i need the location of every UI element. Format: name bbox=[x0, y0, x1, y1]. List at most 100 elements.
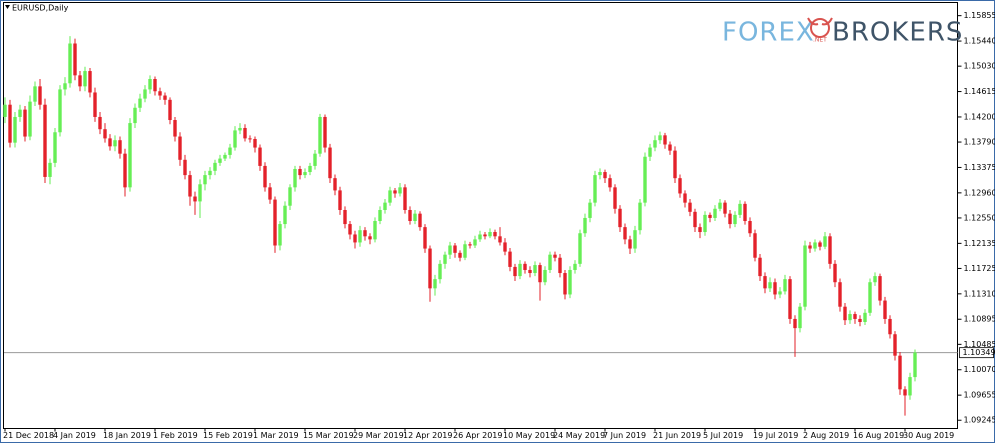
candle-body bbox=[3, 104, 7, 117]
candle-body bbox=[398, 187, 402, 194]
candle-body bbox=[98, 116, 102, 130]
candle-body bbox=[273, 199, 277, 246]
candle-body bbox=[283, 205, 287, 225]
x-tick-label: 24 May 2019 bbox=[553, 431, 605, 440]
logo-horns bbox=[807, 17, 833, 26]
candle-body bbox=[453, 245, 457, 253]
candle-body bbox=[368, 236, 372, 240]
candle-body bbox=[388, 190, 392, 203]
candle-body bbox=[138, 98, 142, 108]
candle-body bbox=[473, 239, 477, 246]
candle-body bbox=[888, 318, 892, 335]
candle-body bbox=[683, 193, 687, 203]
candle-body bbox=[43, 104, 47, 177]
candle-body bbox=[703, 214, 707, 233]
candle-body bbox=[178, 136, 182, 160]
candle-body bbox=[103, 129, 107, 139]
candle-body bbox=[448, 245, 452, 255]
candle-body bbox=[348, 224, 352, 235]
candle-body bbox=[873, 276, 877, 283]
candle-body bbox=[688, 202, 692, 212]
candle-body bbox=[68, 43, 72, 84]
candle-body bbox=[533, 265, 537, 274]
candle-body bbox=[843, 306, 847, 321]
candle-body bbox=[868, 282, 872, 313]
candle-body bbox=[753, 233, 757, 258]
y-tick-label: 1.09245 bbox=[964, 416, 995, 425]
y-tick-label: 1.11725 bbox=[964, 264, 995, 273]
y-tick-label: 1.15030 bbox=[964, 62, 995, 71]
candle-body bbox=[403, 187, 407, 210]
candle-body bbox=[493, 232, 497, 237]
candle-body bbox=[58, 89, 62, 133]
candle-body bbox=[698, 227, 702, 233]
candle-body bbox=[763, 276, 767, 289]
candle-body bbox=[78, 75, 82, 87]
candle-body bbox=[858, 318, 862, 322]
candle-body bbox=[883, 300, 887, 319]
x-tick-label: 5 Jul 2019 bbox=[703, 431, 743, 440]
candle-body bbox=[333, 178, 337, 191]
candle-body bbox=[223, 154, 227, 159]
candle-body bbox=[313, 153, 317, 166]
candle-body bbox=[163, 95, 167, 100]
candle-body bbox=[408, 209, 412, 222]
candle-body bbox=[903, 389, 907, 396]
candle-body bbox=[428, 248, 432, 289]
candle-body bbox=[718, 202, 722, 209]
candle-body bbox=[168, 99, 172, 121]
candle-body bbox=[63, 83, 67, 90]
x-tick-label: 16 Aug 2019 bbox=[853, 431, 904, 440]
candle-body bbox=[488, 232, 492, 237]
candle-body bbox=[588, 202, 592, 218]
candle-body bbox=[613, 187, 617, 209]
candle-body bbox=[623, 227, 627, 240]
candle-body bbox=[363, 230, 367, 237]
candle-body bbox=[863, 312, 867, 322]
candle-body bbox=[563, 273, 567, 295]
candle-body bbox=[658, 135, 662, 141]
candle-body bbox=[633, 230, 637, 249]
candle-body bbox=[8, 104, 12, 143]
candle-body bbox=[803, 245, 807, 307]
candle-body bbox=[608, 178, 612, 188]
candle-body bbox=[423, 227, 427, 249]
price-label: 1.10349 bbox=[963, 348, 995, 357]
x-tick-label: 15 Feb 2019 bbox=[203, 431, 253, 440]
candle-body bbox=[498, 236, 502, 243]
y-tick-label: 1.15855 bbox=[964, 11, 995, 20]
candle-body bbox=[33, 86, 37, 102]
candle-body bbox=[503, 242, 507, 252]
candle-body bbox=[568, 269, 572, 295]
candle-body bbox=[728, 213, 732, 225]
chart-title: EURUSD,Daily bbox=[12, 4, 69, 13]
candle-body bbox=[88, 71, 92, 93]
candle-body bbox=[323, 116, 327, 148]
candle-body bbox=[393, 190, 397, 194]
candle-body bbox=[818, 242, 822, 247]
candle-body bbox=[48, 162, 52, 177]
logo: FOREX BROKERS .NET bbox=[722, 17, 962, 48]
candle-body bbox=[813, 242, 817, 249]
candle-body bbox=[278, 224, 282, 246]
candle-body bbox=[463, 244, 467, 258]
candle-body bbox=[643, 156, 647, 203]
candle-body bbox=[228, 147, 232, 155]
candle-body bbox=[218, 158, 222, 163]
candle-body bbox=[573, 263, 577, 270]
candle-body bbox=[833, 263, 837, 283]
x-tick-label: 26 Apr 2019 bbox=[453, 431, 502, 440]
x-tick-label: 19 Jul 2019 bbox=[753, 431, 798, 440]
x-tick-label: 12 Apr 2019 bbox=[403, 431, 452, 440]
candle-body bbox=[83, 71, 87, 87]
candle-body bbox=[548, 254, 552, 270]
candle-body bbox=[268, 187, 272, 200]
candle-body bbox=[148, 79, 152, 90]
y-tick-label: 1.12550 bbox=[964, 213, 995, 222]
candle-body bbox=[893, 334, 897, 356]
candle-body bbox=[108, 138, 112, 147]
candle-body bbox=[338, 190, 342, 210]
x-tick-label: 1 Feb 2019 bbox=[153, 431, 198, 440]
